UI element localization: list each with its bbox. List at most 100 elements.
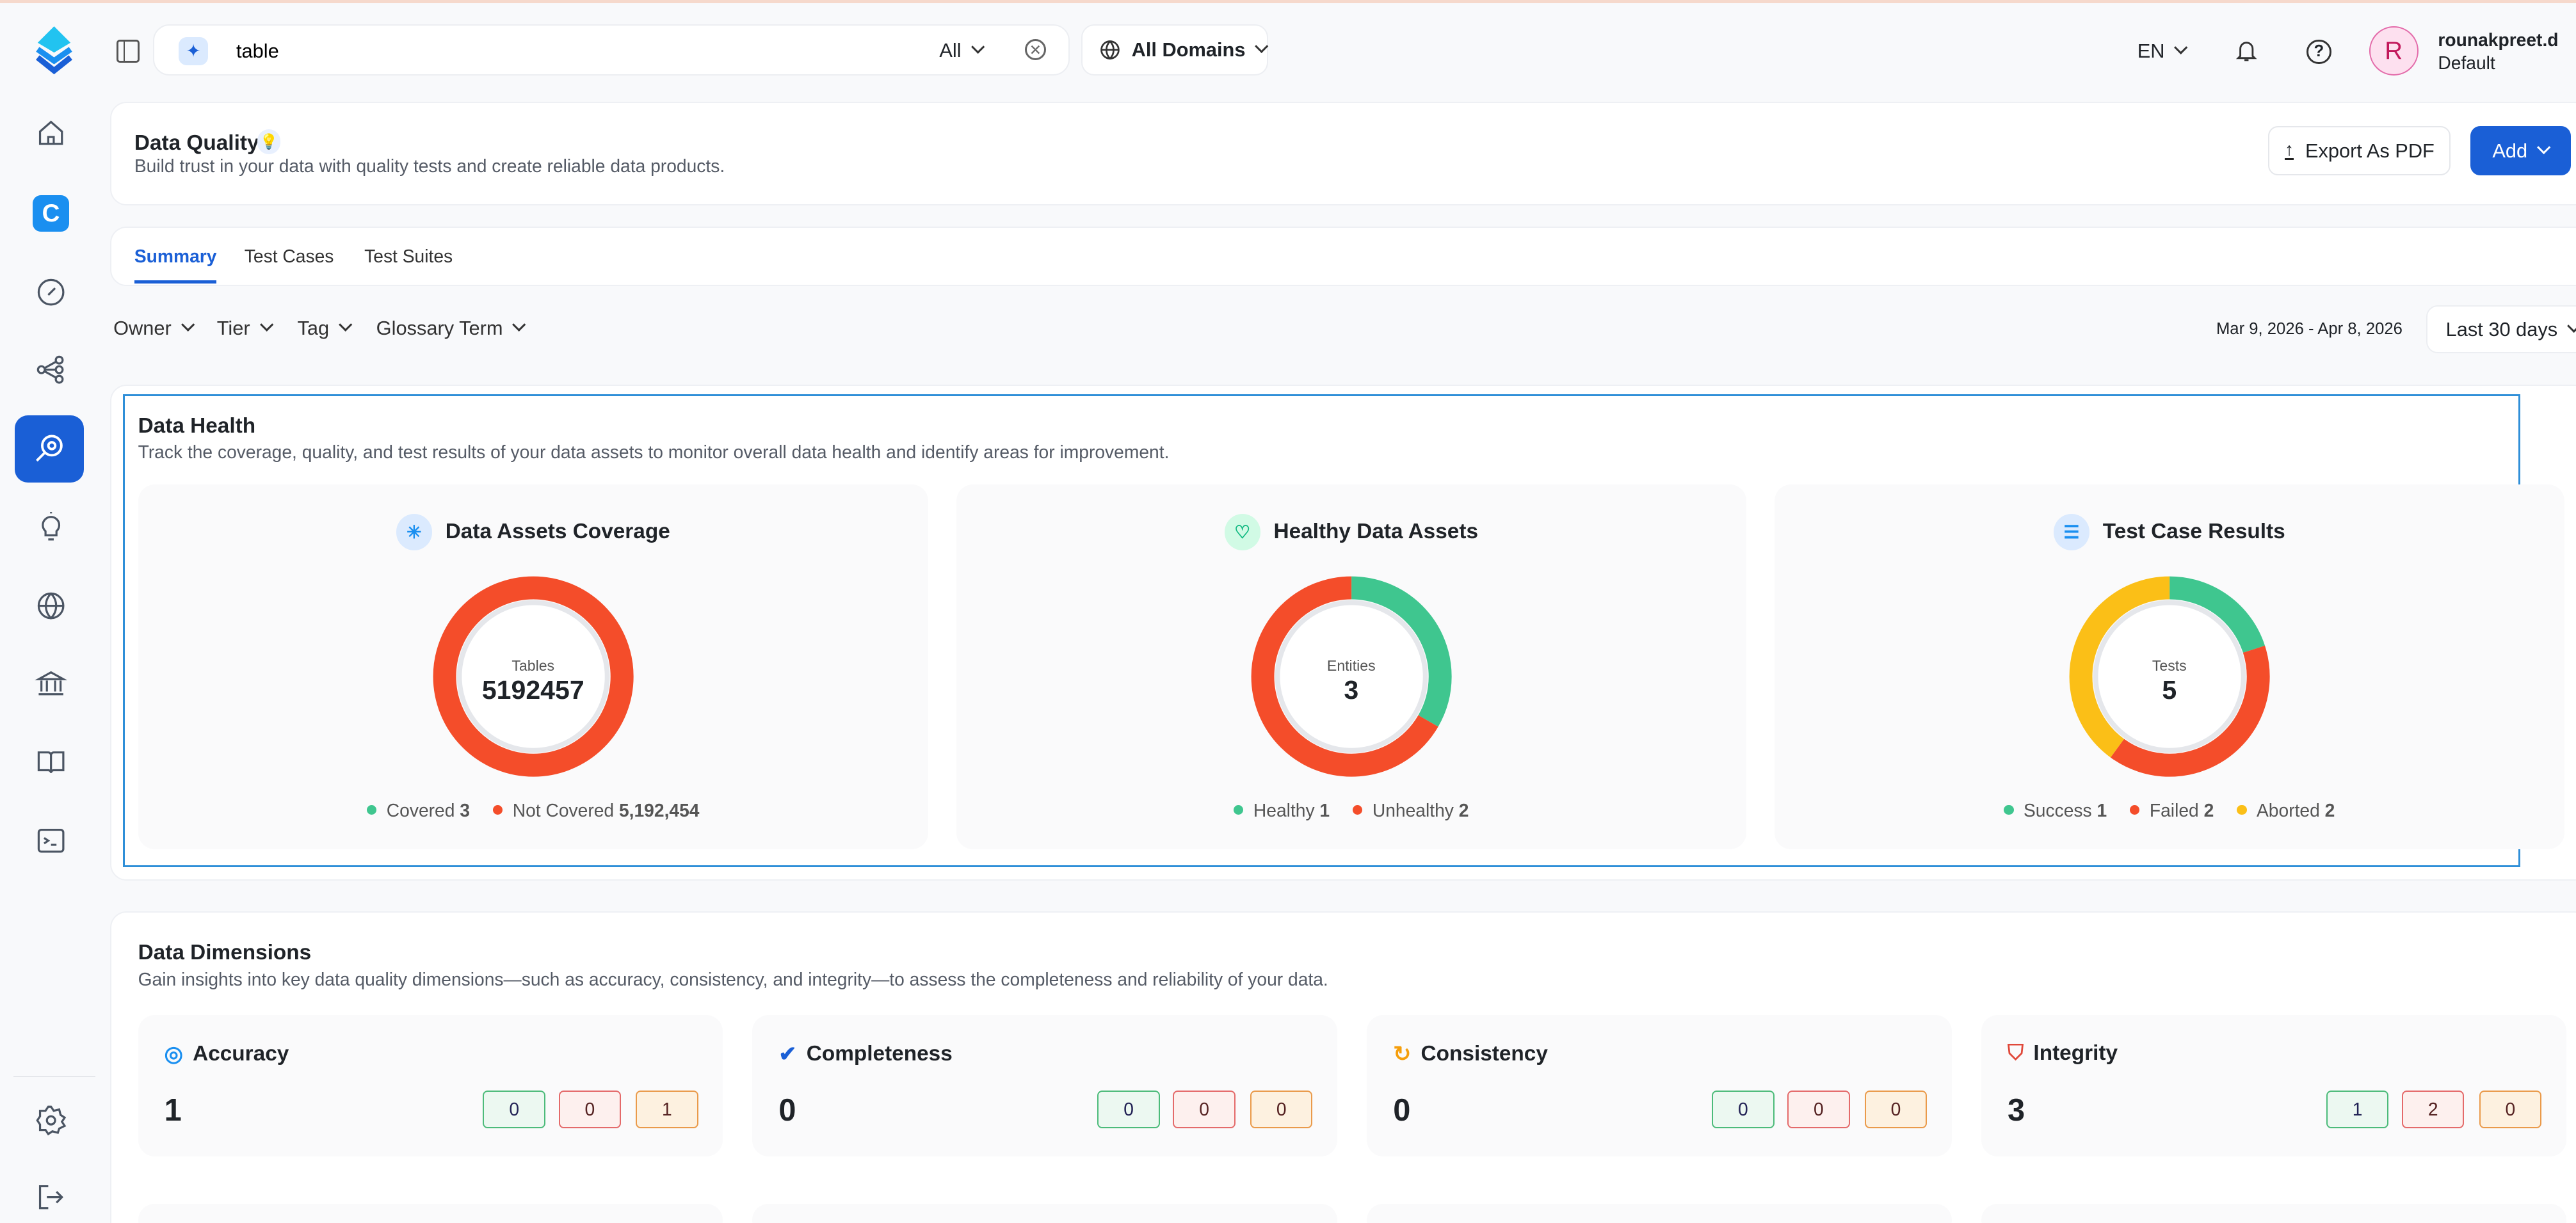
legend-value: 2	[1458, 799, 1469, 820]
filter-tag[interactable]: Tag	[298, 317, 353, 340]
donut-slice-not-covered[interactable]	[433, 576, 634, 777]
glossary-book-icon[interactable]	[33, 744, 68, 780]
sidebar-toggle-icon[interactable]	[117, 39, 140, 63]
period-dropdown[interactable]: Last 30 days	[2426, 305, 2576, 353]
tab-summary[interactable]: Summary	[134, 246, 217, 284]
domain-selector[interactable]: All Domains	[1081, 24, 1269, 76]
donut-center-label: Entities	[1326, 657, 1376, 674]
legend-value: 1	[2097, 799, 2107, 820]
donut-hole	[2093, 600, 2246, 753]
terminal-icon[interactable]	[33, 823, 68, 859]
app-logo-icon[interactable]	[29, 23, 79, 76]
legend-dot	[2237, 804, 2247, 815]
health-card: ♡ Healthy Data Assets Entities 3 Healthy …	[956, 484, 1746, 849]
domains-globe-icon[interactable]	[33, 588, 68, 624]
health-card-header: ♡ Healthy Data Assets	[956, 514, 1746, 550]
legend-dot	[366, 804, 377, 815]
refresh-icon: ↻	[1393, 1043, 1412, 1067]
legend-item: Failed 2	[2130, 800, 2214, 821]
collate-icon[interactable]: C	[33, 195, 69, 232]
health-card: ✳ Data Assets Coverage Tables 5192457 Cov…	[138, 484, 928, 849]
health-card-header: ✳ Data Assets Coverage	[138, 514, 928, 550]
donut-center-value: 3	[1344, 675, 1359, 705]
dimension-card-integrity[interactable]: ⛉ Integrity 3 1 2 0	[1981, 1014, 2566, 1156]
dimension-card-completeness[interactable]: ✔ Completeness 0 0 0 0	[752, 1014, 1337, 1156]
legend-item: Covered 3	[366, 799, 470, 821]
success-count-badge: 0	[1097, 1091, 1160, 1129]
dimension-card-consistency[interactable]: ↻ Consistency 0 0 0 0	[1367, 1014, 1952, 1156]
chevron-down-icon	[259, 318, 274, 333]
insights-bulb-icon[interactable]	[33, 509, 68, 545]
legend-item: Unhealthy 2	[1353, 800, 1469, 821]
domain-label: All Domains	[1131, 38, 1246, 61]
chevron-down-icon	[512, 318, 527, 333]
legend-label: Aborted	[2256, 799, 2320, 820]
health-card: ☰ Test Case Results Tests 5 Success 1 Fail…	[1774, 484, 2564, 849]
failed-count-badge: 2	[2401, 1091, 2465, 1129]
language-selector[interactable]: EN	[2137, 40, 2189, 63]
donut-center-label: Tables	[511, 657, 555, 674]
health-card-title: Healthy Data Assets	[1273, 520, 1479, 544]
legend-item: Success 1	[2004, 800, 2107, 821]
logout-icon[interactable]	[33, 1179, 68, 1215]
notification-bell-icon[interactable]	[2234, 38, 2258, 64]
tabs-bar: Summary Test Cases Test Suites	[109, 227, 2576, 286]
dimension-name: Accuracy	[193, 1042, 289, 1066]
success-count-badge: 0	[1712, 1091, 1775, 1129]
info-bulb-icon[interactable]: 💡	[257, 129, 281, 154]
lineage-icon[interactable]	[33, 351, 68, 387]
add-button[interactable]: Add	[2470, 126, 2571, 176]
dimension-card-accuracy[interactable]: ◎ Accuracy 1 0 0 1	[138, 1014, 723, 1156]
checklist-icon: ☰	[2053, 514, 2090, 550]
help-icon[interactable]: ?	[2306, 39, 2331, 65]
legend-value: 3	[460, 799, 470, 820]
dimension-total: 0	[778, 1092, 796, 1128]
governance-bank-icon[interactable]	[33, 665, 68, 701]
data-health-title: Data Health	[138, 413, 256, 438]
donut-chart	[1251, 576, 1452, 777]
explore-compass-icon[interactable]	[33, 275, 68, 310]
legend-dot	[2130, 804, 2140, 815]
legend-item: Healthy 1	[1234, 800, 1330, 821]
dimension-card	[1981, 1204, 2566, 1223]
clear-search-icon[interactable]: ✕	[1024, 39, 1047, 61]
filter-label: Owner	[113, 317, 172, 340]
success-count-badge: 1	[2326, 1091, 2389, 1129]
failed-count-badge: 0	[1173, 1091, 1236, 1129]
target-icon: ◎	[164, 1043, 183, 1067]
legend-value: 1	[1319, 799, 1330, 820]
dimension-name: Completeness	[806, 1042, 953, 1066]
legend-label: Unhealthy	[1372, 799, 1454, 820]
dimension-total: 0	[1393, 1092, 1411, 1128]
export-label: Export As PDF	[2305, 139, 2435, 162]
aborted-count-badge: 0	[1250, 1091, 1313, 1129]
settings-gear-icon[interactable]	[33, 1102, 68, 1138]
donut-slice-failed[interactable]	[2069, 576, 2270, 777]
data-quality-icon	[36, 435, 63, 462]
search-bar: ✦ All ✕	[152, 24, 1070, 76]
ai-sparkle-icon[interactable]: ✦	[179, 37, 209, 66]
legend-label: Healthy	[1253, 799, 1315, 820]
export-pdf-button[interactable]: ↑ Export As PDF	[2268, 126, 2451, 176]
globe-icon	[1100, 40, 1120, 60]
dimension-card	[752, 1204, 1337, 1223]
filter-tier[interactable]: Tier	[217, 317, 274, 340]
chevron-down-icon	[2566, 319, 2576, 333]
search-input[interactable]	[236, 37, 894, 66]
filter-glossary-term[interactable]: Glossary Term	[376, 317, 527, 340]
tab-test-cases[interactable]: Test Cases	[244, 246, 334, 267]
home-icon[interactable]	[33, 115, 68, 151]
avatar[interactable]: R	[2369, 26, 2419, 76]
legend-value: 2	[2324, 799, 2335, 820]
legend-value: 2	[2203, 799, 2214, 820]
tab-test-suites[interactable]: Test Suites	[364, 246, 453, 267]
legend-dot	[492, 804, 503, 815]
date-range-text: Mar 9, 2026 - Apr 8, 2026	[2216, 320, 2403, 339]
donut-slice-aborted[interactable]	[2069, 576, 2270, 777]
filter-owner[interactable]: Owner	[113, 317, 195, 340]
data-dimensions-title: Data Dimensions	[138, 941, 312, 965]
donut-hole	[456, 600, 610, 753]
search-scope-dropdown[interactable]: All	[939, 39, 985, 62]
sidebar-item-data-quality[interactable]	[15, 415, 84, 483]
donut-slice-unhealthy[interactable]	[1251, 576, 1452, 777]
